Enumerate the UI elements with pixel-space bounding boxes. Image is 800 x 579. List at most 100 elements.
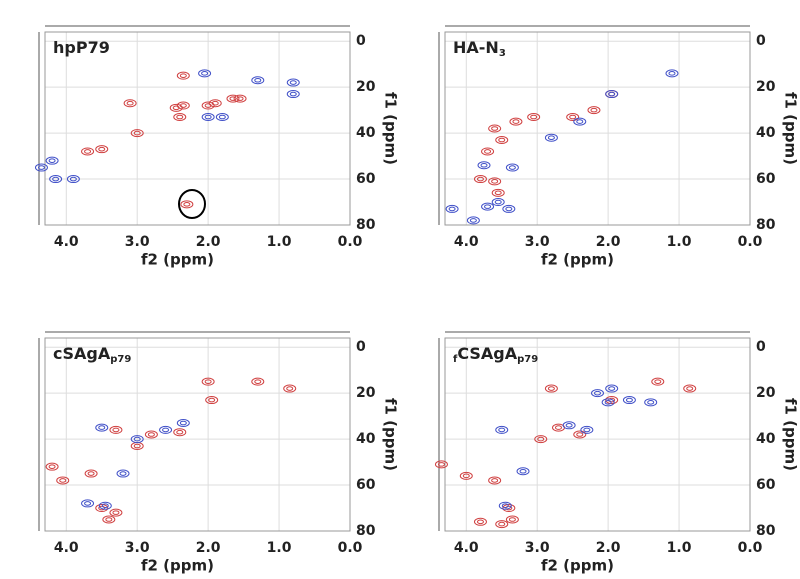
contour (481, 202, 495, 211)
contour (686, 386, 694, 391)
cross-peak (498, 501, 512, 510)
contour (198, 69, 212, 78)
y-axis-label: f1 (ppm) (782, 92, 800, 165)
cross-peak (56, 476, 70, 485)
contour (476, 176, 484, 182)
cross-peak (215, 113, 229, 122)
cross-peak (226, 94, 240, 103)
contour (204, 379, 212, 384)
contour (501, 503, 509, 509)
contour (605, 90, 619, 99)
contour (437, 462, 445, 467)
contour (180, 200, 194, 209)
x-tick-label: 4.0 (454, 234, 479, 250)
contour (229, 96, 237, 101)
cross-peak (573, 430, 587, 439)
y-tick-label: 40 (756, 125, 776, 141)
contour (569, 114, 577, 120)
contour (554, 425, 562, 430)
contour (133, 130, 141, 136)
contour (665, 69, 679, 78)
contour (508, 165, 516, 170)
contour (112, 510, 120, 515)
cross-peak (573, 117, 587, 126)
panel-title: cSAgAp79 (53, 344, 131, 366)
cross-peak (283, 384, 297, 393)
contour (473, 175, 487, 184)
y-tick-label: 20 (756, 385, 776, 401)
contour (505, 206, 513, 212)
cross-peak (130, 129, 144, 138)
contour (505, 515, 519, 524)
contour (205, 396, 219, 405)
x-tick-label: 4.0 (454, 540, 479, 556)
contour (498, 521, 506, 527)
plot-frame (44, 31, 351, 226)
cross-peak (495, 135, 509, 144)
cross-peak (495, 425, 509, 434)
contour (495, 425, 509, 434)
contour (208, 397, 216, 403)
x-axis-label: f2 (ppm) (541, 251, 614, 269)
cross-peak (251, 377, 265, 386)
contour (173, 428, 187, 437)
cross-peak (176, 71, 190, 80)
contour (591, 389, 604, 398)
cross-peak (488, 476, 502, 485)
contour (52, 176, 60, 182)
cross-peak (491, 198, 505, 207)
cross-peak (98, 501, 112, 510)
cross-peak (95, 145, 109, 154)
title-subscript: p79 (517, 354, 538, 365)
x-tick-label: 3.0 (525, 540, 550, 556)
contour (101, 503, 109, 509)
cross-peak (180, 200, 194, 209)
y-tick-label: 0 (756, 33, 766, 49)
cross-peak (130, 435, 144, 444)
contour (109, 425, 123, 434)
cross-peak (173, 113, 187, 122)
contour (59, 478, 67, 483)
contour (176, 419, 190, 428)
cross-peak (505, 515, 519, 524)
contour (494, 190, 502, 196)
contour (509, 117, 523, 126)
cross-peak (544, 133, 558, 142)
contour (562, 421, 576, 430)
cross-peak (102, 515, 116, 524)
cross-peak (477, 161, 491, 170)
contour (494, 199, 502, 205)
cross-peak (176, 419, 190, 428)
contour (236, 96, 244, 101)
title-prefix: f (453, 354, 458, 365)
cross-peak (45, 462, 59, 471)
x-tick-label: 2.0 (596, 234, 621, 250)
contour (69, 176, 77, 182)
contour (527, 113, 541, 122)
contour (495, 520, 509, 529)
cross-peak (665, 69, 679, 78)
cross-peak (169, 103, 183, 112)
contour (112, 427, 120, 433)
contour (48, 464, 56, 469)
contour (473, 517, 487, 526)
contour (495, 135, 509, 144)
contour (573, 117, 587, 126)
contour (477, 161, 491, 170)
contour (179, 420, 187, 426)
cross-peak (66, 175, 80, 184)
y-tick-label: 80 (356, 523, 376, 539)
cross-peak (84, 469, 98, 478)
cross-peak (562, 421, 576, 430)
y-tick-label: 0 (756, 339, 766, 355)
contour (587, 106, 601, 115)
x-axis-label: f2 (ppm) (141, 557, 214, 575)
cross-peak (580, 425, 594, 434)
cross-peak (527, 113, 541, 122)
cross-peak (208, 99, 222, 108)
contour (286, 386, 294, 391)
contour (218, 114, 226, 120)
contour (519, 468, 527, 474)
cross-peak (198, 69, 212, 78)
